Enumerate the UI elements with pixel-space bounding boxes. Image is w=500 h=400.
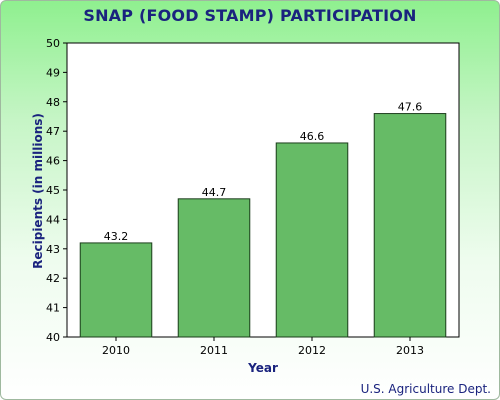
- data-label-2010: 43.2: [104, 230, 129, 243]
- y-tick-label: 47: [46, 125, 60, 138]
- y-tick-label: 49: [46, 66, 60, 79]
- bars: 43.2 44.7 46.6 47.6: [79, 101, 447, 338]
- x-tick-label: 2012: [298, 344, 326, 357]
- y-axis-ticks: 40 41 42 43 44 45 46 47 48 49 50: [46, 37, 67, 344]
- y-tick-label: 45: [46, 184, 60, 197]
- y-tick-label: 46: [46, 155, 60, 168]
- y-tick-label: 44: [46, 213, 60, 226]
- bar-2013: [373, 113, 447, 338]
- data-label-2011: 44.7: [202, 186, 227, 199]
- data-label-2013: 47.6: [398, 101, 423, 114]
- source-note: U.S. Agriculture Dept.: [360, 382, 491, 396]
- x-axis-label: Year: [247, 361, 278, 375]
- data-label-2012: 46.6: [300, 130, 325, 143]
- x-tick-label: 2010: [102, 344, 130, 357]
- bar-2012: [275, 142, 349, 338]
- y-tick-label: 41: [46, 302, 60, 315]
- y-axis-label: Recipients (in millions): [31, 113, 45, 269]
- y-tick-label: 43: [46, 243, 60, 256]
- x-tick-label: 2011: [200, 344, 228, 357]
- bar-2011: [177, 198, 251, 338]
- bar-2010: [79, 242, 153, 338]
- x-axis-ticks: 2010 2011 2012 2013: [102, 337, 424, 357]
- chart-title: SNAP (FOOD STAMP) PARTICIPATION: [83, 6, 417, 25]
- y-tick-label: 42: [46, 272, 60, 285]
- y-tick-label: 40: [46, 331, 60, 344]
- y-tick-label: 48: [46, 96, 60, 109]
- x-tick-label: 2013: [396, 344, 424, 357]
- y-tick-label: 50: [46, 37, 60, 50]
